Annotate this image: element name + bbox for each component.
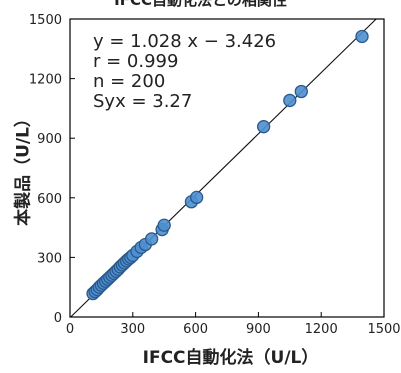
sample-count: n = 200: [93, 71, 166, 92]
standard-error: Syx = 3.27: [93, 91, 193, 112]
regression-equation: y = 1.028 x − 3.426: [93, 31, 277, 52]
x-tick-label: 600: [183, 322, 208, 337]
data-point: [256, 120, 271, 134]
data-point: [294, 84, 308, 99]
x-tick-label: 1500: [367, 322, 400, 337]
data-point: [189, 190, 204, 205]
y-tick-label: 1200: [29, 73, 62, 88]
y-tick-label: 600: [37, 192, 62, 207]
y-tick-label: 900: [37, 132, 62, 147]
plot-frame: [69, 18, 385, 318]
y-tick-label: 1500: [29, 13, 62, 28]
x-tick-label: 1200: [305, 322, 338, 337]
x-tick-label: 300: [120, 322, 145, 337]
x-axis-label: IFCC自動化法（U/L）: [142, 348, 319, 368]
y-tick-label: 0: [54, 311, 62, 326]
regression-stats: y = 1.028 x − 3.426 r = 0.999 n = 200 Sy…: [93, 32, 276, 112]
y-axis-label: 本製品（U/L）: [13, 110, 34, 226]
data-point: [144, 232, 159, 246]
data-point: [283, 93, 297, 108]
correlation-coefficient: r = 0.999: [93, 51, 179, 72]
chart-title: IFCC自動化法との相関性: [114, 0, 287, 9]
x-tick-label: 900: [246, 322, 271, 337]
data-point: [355, 29, 369, 44]
data-point: [157, 218, 171, 232]
y-tick-label: 300: [37, 251, 62, 266]
x-tick-label: 0: [66, 322, 74, 337]
